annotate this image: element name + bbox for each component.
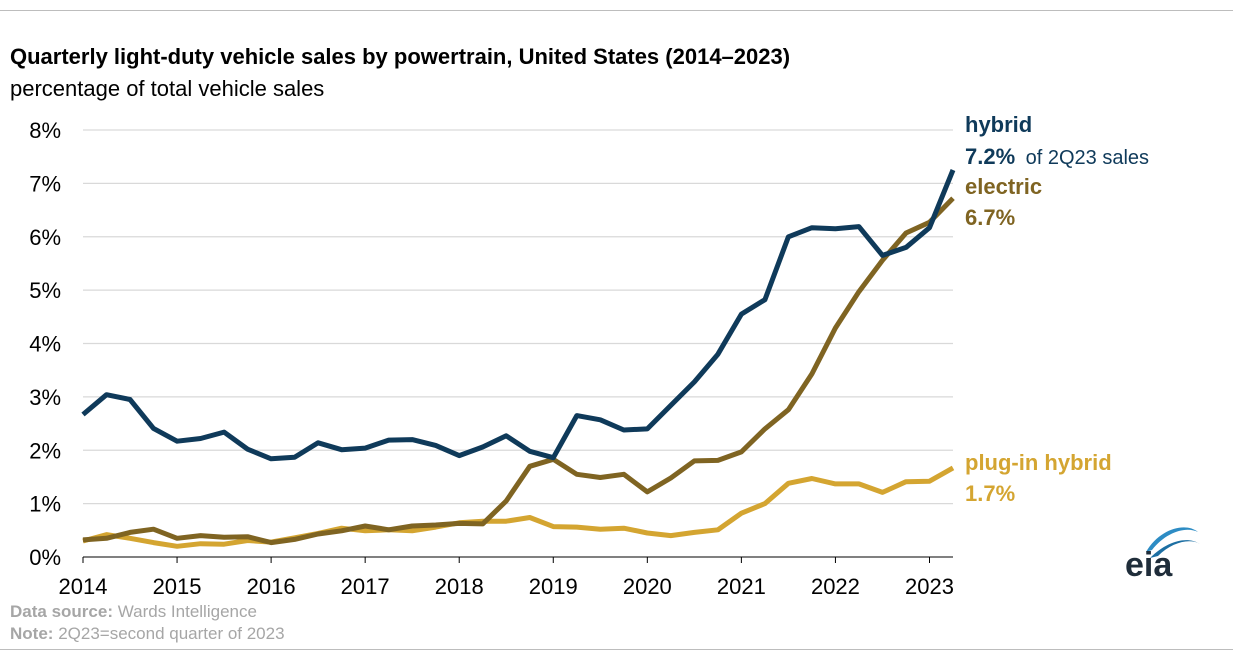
x-tick-label: 2020 <box>623 574 672 599</box>
y-tick-label: 5% <box>29 278 61 303</box>
x-tick-label: 2021 <box>717 574 766 599</box>
y-axis-tick-labels: 0% 1% 2% 3% 4% 5% 6% 7% 8% <box>29 118 61 570</box>
y-tick-label: 7% <box>29 171 61 196</box>
chart-title: Quarterly light-duty vehicle sales by po… <box>10 44 791 69</box>
electric-value-label: 6.7% <box>965 205 1015 230</box>
plugin-hybrid-series-label: plug-in hybrid <box>965 450 1112 475</box>
line-chart: 0%1%2%3%4%5%6%7%8% 2014 2015 2016 2017 2018 2… <box>29 112 1200 599</box>
series-lines <box>81 169 956 549</box>
electric-series-label: electric <box>965 174 1042 199</box>
top-rule <box>0 10 1233 11</box>
series-line-plug-in-hybrid <box>82 465 955 549</box>
y-tick-label: 6% <box>29 225 61 250</box>
x-tick-label: 2019 <box>529 574 578 599</box>
chart-subtitle: percentage of total vehicle sales <box>10 76 325 101</box>
x-tick-label: 2023 <box>905 574 954 599</box>
y-tick-label: 1% <box>29 492 61 517</box>
x-tick-label: 2014 <box>59 574 108 599</box>
series-line-electric <box>82 196 955 546</box>
x-tick-label: 2015 <box>153 574 202 599</box>
note-text: 2Q23=second quarter of 2023 <box>58 624 285 643</box>
y-tick-label: 8% <box>29 118 61 143</box>
hybrid-value: 7.2% <box>965 144 1015 169</box>
x-tick-label: 2018 <box>435 574 484 599</box>
series-line-hybrid <box>81 169 956 462</box>
bottom-rule <box>0 649 1233 650</box>
eia-logo-text: eia <box>1125 546 1173 584</box>
note-label: Note: <box>10 624 54 643</box>
x-tick-label: 2022 <box>811 574 860 599</box>
x-axis-tick-labels: 2014 2015 2016 2017 2018 2019 2020 2021 2022 2023 <box>59 557 954 599</box>
note-line: Note: 2Q23=second quarter of 2023 <box>10 623 285 645</box>
hybrid-value-label: 7.2% of 2Q23 sales <box>965 144 1149 169</box>
y-tick-label: 0% <box>29 545 61 570</box>
data-source-text: Wards Intelligence <box>117 602 257 621</box>
y-tick-label: 2% <box>29 438 61 463</box>
plugin-hybrid-value-label: 1.7% <box>965 481 1015 506</box>
gridlines <box>83 129 953 505</box>
hybrid-series-label: hybrid <box>965 112 1032 137</box>
chart-footer: Data source: Wards Intelligence Note: 2Q… <box>10 601 285 645</box>
y-tick-label: 3% <box>29 385 61 410</box>
data-source-label: Data source: <box>10 602 113 621</box>
data-source-line: Data source: Wards Intelligence <box>10 601 285 623</box>
y-tick-label: 4% <box>29 332 61 357</box>
x-tick-label: 2016 <box>247 574 296 599</box>
eia-logo-icon: eia <box>1125 527 1200 584</box>
hybrid-note: of 2Q23 sales <box>1026 147 1149 169</box>
x-tick-label: 2017 <box>341 574 390 599</box>
